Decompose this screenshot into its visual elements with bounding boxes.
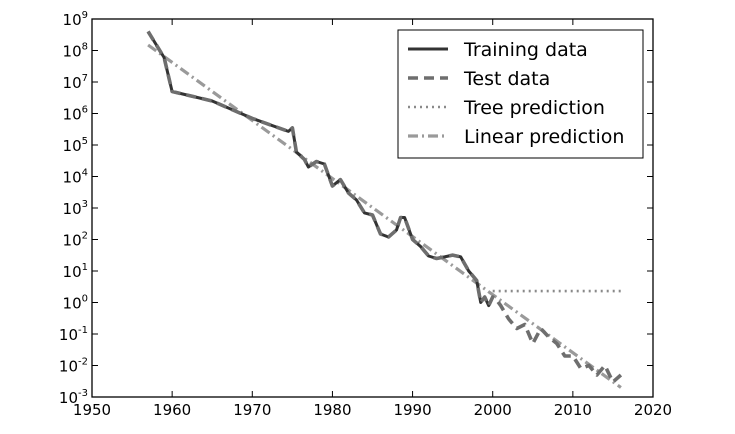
y-tick-label: 10-1 — [59, 325, 88, 344]
x-tick-label: 1980 — [313, 401, 351, 419]
legend-box — [397, 29, 644, 159]
y-tick-exponent: 3 — [82, 199, 88, 210]
y-tick-label: 10-3 — [59, 388, 88, 407]
y-tick-exponent: -2 — [78, 357, 88, 368]
y-tick-exponent: 5 — [82, 136, 88, 147]
y-tick-label: 107 — [63, 73, 88, 92]
y-tick-exponent: 7 — [82, 73, 88, 84]
y-tick-exponent: 4 — [82, 168, 88, 179]
y-tick-base: 10 — [63, 263, 82, 281]
x-tick-label: 2010 — [554, 401, 592, 419]
y-tick-label: 108 — [63, 42, 88, 61]
y-tick-base: 10 — [63, 200, 82, 218]
y-tick-label: 105 — [63, 136, 88, 155]
x-tick-label: 1950 — [73, 401, 111, 419]
y-tick-exponent: 9 — [82, 10, 88, 21]
x-tick-label: 2020 — [634, 401, 672, 419]
y-tick-label: 104 — [63, 168, 88, 187]
y-tick-label: 10-2 — [59, 357, 88, 376]
series-line-test-data — [146, 30, 623, 384]
y-tick-exponent: 6 — [82, 105, 88, 116]
y-tick-base: 10 — [59, 389, 78, 407]
legend-label: Test data — [463, 68, 550, 90]
y-tick-base: 10 — [63, 43, 82, 61]
y-tick-base: 10 — [63, 106, 82, 124]
y-tick-exponent: -3 — [78, 388, 88, 399]
legend-label: Linear prediction — [464, 126, 624, 148]
y-tick-exponent: 0 — [82, 294, 88, 305]
y-tick-exponent: 8 — [82, 42, 88, 53]
y-tick-label: 106 — [63, 105, 88, 124]
y-tick-base: 10 — [63, 232, 82, 250]
y-tick-base: 10 — [63, 74, 82, 92]
legend-label: Tree prediction — [463, 97, 605, 119]
y-tick-base: 10 — [59, 358, 78, 376]
y-tick-exponent: 1 — [82, 262, 88, 273]
x-tick-label: 1990 — [393, 401, 431, 419]
legend-label: Training data — [463, 39, 588, 61]
y-tick-base: 10 — [63, 295, 82, 313]
x-tick-label: 2000 — [474, 401, 512, 419]
y-tick-label: 103 — [63, 199, 88, 218]
y-tick-label: 100 — [63, 294, 88, 313]
y-tick-exponent: 2 — [82, 231, 88, 242]
y-tick-label: 101 — [63, 262, 88, 281]
legend: Training data Test data Tree prediction Lin… — [397, 29, 644, 159]
y-tick-base: 10 — [63, 169, 82, 187]
y-tick-base: 10 — [63, 137, 82, 155]
y-tick-base: 10 — [63, 11, 82, 29]
x-tick-label: 1960 — [153, 401, 191, 419]
y-tick-exponent: -1 — [78, 325, 88, 336]
y-tick-base: 10 — [59, 326, 78, 344]
series-layer — [146, 30, 623, 389]
y-tick-label: 102 — [63, 231, 88, 250]
ticks-layer: 1950 1960 1970 1980 1990 2000 2010 202010-310-2… — [59, 10, 672, 419]
y-tick-label: 109 — [63, 10, 88, 29]
x-tick-label: 1970 — [233, 401, 271, 419]
